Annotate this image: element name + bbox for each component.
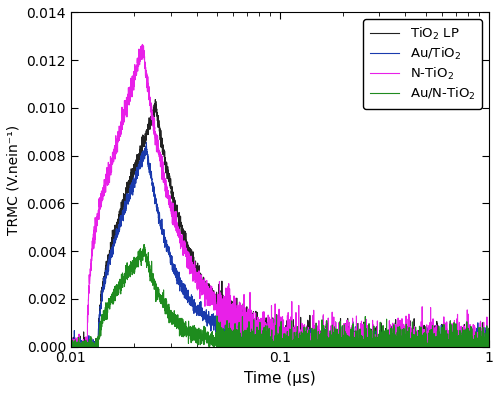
Au/N-TiO$_2$ [141, 242, 147, 247]
Au/N-TiO$_2$ [452, 352, 458, 357]
TiO$_2$ LP [58, 342, 64, 347]
Line: N-TiO$_2$: N-TiO$_2$ [62, 44, 488, 383]
TiO$_2$ LP [452, 326, 458, 331]
Au/TiO$_2$ [242, 333, 248, 338]
N-TiO$_2$ [486, 340, 492, 345]
X-axis label: Time (μs): Time (μs) [244, 371, 316, 386]
Au/TiO$_2$ [369, 349, 375, 353]
N-TiO$_2$ [368, 381, 374, 386]
Au/TiO$_2$ [262, 331, 268, 336]
N-TiO$_2$ [472, 351, 478, 356]
Line: TiO$_2$ LP: TiO$_2$ LP [62, 99, 488, 374]
Au/N-TiO$_2$ [262, 356, 268, 361]
N-TiO$_2$ [452, 318, 458, 323]
Line: Au/TiO$_2$: Au/TiO$_2$ [62, 143, 488, 373]
TiO$_2$ LP [369, 349, 375, 353]
Au/TiO$_2$ [452, 338, 458, 343]
N-TiO$_2$ [262, 338, 268, 343]
N-TiO$_2$ [238, 324, 244, 329]
N-TiO$_2$ [242, 317, 248, 322]
Au/N-TiO$_2$ [486, 326, 492, 331]
Au/N-TiO$_2$ [58, 345, 64, 349]
TiO$_2$ LP [472, 332, 478, 336]
Au/N-TiO$_2$ [364, 376, 370, 381]
Au/TiO$_2$ [144, 140, 150, 145]
TiO$_2$ LP [262, 340, 268, 345]
Au/TiO$_2$ [389, 371, 395, 375]
Legend: TiO$_2$ LP, Au/TiO$_2$, N-TiO$_2$, Au/N-TiO$_2$: TiO$_2$ LP, Au/TiO$_2$, N-TiO$_2$, Au/N-… [364, 19, 482, 108]
TiO$_2$ LP [152, 97, 158, 102]
N-TiO$_2$ [58, 343, 64, 348]
TiO$_2$ LP [418, 372, 424, 376]
TiO$_2$ LP [242, 309, 248, 314]
Au/TiO$_2$ [58, 350, 64, 354]
Au/TiO$_2$ [486, 348, 492, 353]
Au/N-TiO$_2$ [242, 345, 248, 350]
Au/TiO$_2$ [472, 347, 478, 351]
TiO$_2$ LP [238, 316, 244, 321]
N-TiO$_2$ [140, 42, 145, 47]
Au/N-TiO$_2$ [238, 349, 244, 354]
Au/TiO$_2$ [238, 335, 244, 340]
TiO$_2$ LP [486, 346, 492, 351]
Au/N-TiO$_2$ [369, 345, 375, 350]
Line: Au/N-TiO$_2$: Au/N-TiO$_2$ [62, 244, 488, 379]
N-TiO$_2$ [369, 363, 375, 367]
Y-axis label: TRMC (V.nein⁻¹): TRMC (V.nein⁻¹) [7, 125, 21, 235]
Au/N-TiO$_2$ [472, 330, 478, 334]
